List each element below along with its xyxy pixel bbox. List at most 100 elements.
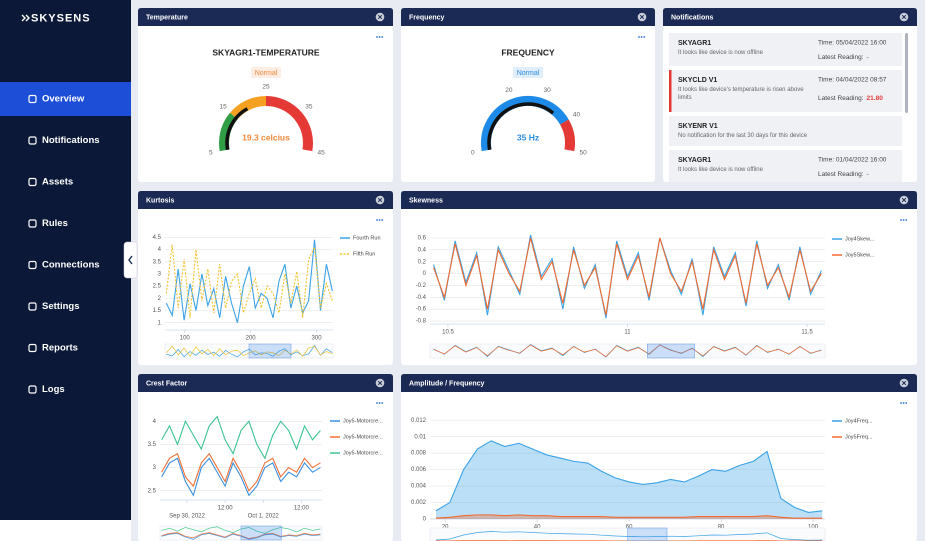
navigator-line [166, 345, 333, 357]
x-tick-label: 11.5 [801, 330, 813, 336]
menu-item[interactable]: Overview [0, 82, 131, 116]
panel-header [138, 191, 393, 209]
menu-active-bg [0, 82, 131, 116]
panel-menu-dot[interactable] [900, 219, 902, 221]
notification-message-box: It looks like device's temperature is ri… [678, 87, 804, 101]
collapse-tab[interactable] [123, 241, 138, 279]
gauge-label: SKYAGR1-TEMPERATURE [212, 47, 320, 57]
panel-menu-dot[interactable] [900, 402, 902, 404]
y-tick-label: 3 [153, 465, 157, 471]
gauge-tick-label: 45 [318, 149, 326, 156]
panel-menu-dot[interactable] [376, 402, 378, 404]
legend-label[interactable]: Joy5Skew... [845, 252, 875, 258]
navigator-line [435, 531, 823, 541]
panel-menu-dot[interactable] [378, 402, 381, 404]
legend-label[interactable]: Joy5Freq... [845, 434, 873, 440]
reading-label: Latest Reading: [818, 54, 864, 61]
menu-icon [28, 177, 37, 187]
legend-label[interactable]: Joy4Freq... [845, 418, 873, 424]
panel-menu-dot[interactable] [905, 219, 908, 221]
menu-label[interactable]: Reports [42, 343, 78, 354]
legend-label[interactable]: Joy5-Motorcre... [343, 418, 383, 424]
panel-title: Temperature [146, 14, 188, 21]
legend-label[interactable]: Joy4Skew... [845, 236, 875, 242]
notification-item[interactable]: SKYENR V1 No notification for the last 30… [669, 116, 902, 152]
navigator-line [433, 344, 822, 358]
menu-item[interactable]: Notifications [28, 135, 100, 146]
panel-menu-dot[interactable] [381, 402, 384, 404]
gauge-tick-label: 15 [219, 104, 227, 111]
navigator-window[interactable] [240, 525, 282, 541]
notification-item[interactable]: SKYCLD V1 It looks like device's temperat… [669, 70, 902, 112]
menu-label[interactable]: Logs [42, 384, 65, 395]
panel-menu-dot[interactable] [902, 219, 905, 221]
menu-label[interactable]: Rules [42, 218, 68, 229]
menu-icon [28, 260, 37, 270]
y-tick-label: 1 [158, 320, 162, 326]
y-tick-label: -0.6 [416, 307, 427, 313]
line [161, 452, 321, 492]
panel-menu-dot[interactable] [378, 36, 381, 38]
gauge-value-arc [487, 102, 555, 151]
gauge-band [219, 112, 238, 152]
panel-menu-dot[interactable] [640, 36, 643, 38]
legend-label[interactable]: Joy5-Motorcre... [343, 450, 383, 456]
gauge-label: FREQUENCY [501, 47, 555, 57]
menu-item[interactable]: Settings [28, 301, 79, 312]
panel-menu-dot[interactable] [376, 219, 378, 221]
gauge-tick-label: 5 [209, 149, 213, 156]
y-tick-label: -0.4 [416, 295, 427, 301]
panel-menu-dot[interactable] [381, 36, 384, 38]
panel-menu-dot[interactable] [638, 36, 640, 38]
panel-header [138, 374, 393, 392]
menu-label[interactable]: Assets [42, 177, 73, 188]
navigator-line [166, 344, 333, 358]
panel-menu-dot[interactable] [381, 219, 384, 221]
collapse-arrow [128, 255, 133, 265]
legend-label[interactable]: Fifth Run [353, 251, 375, 257]
menu-item[interactable]: Assets [28, 177, 73, 188]
y-tick-label: 3.5 [153, 259, 162, 265]
notification-item[interactable]: SKYAGR1 It looks like device is now offli… [669, 150, 902, 186]
panel [138, 8, 393, 182]
menu-label[interactable]: Connections [42, 260, 100, 271]
menu-label[interactable]: Overview [42, 94, 85, 105]
navigator-window[interactable] [627, 527, 668, 541]
gauge-band [265, 96, 313, 152]
reading-label: Latest Reading: [818, 171, 864, 178]
legend-label[interactable]: Fourth Run [353, 235, 381, 241]
menu-item[interactable]: Rules [28, 218, 68, 229]
navigator-window[interactable] [248, 343, 292, 359]
notification-message-box: It looks like device is now offline [678, 50, 763, 56]
menu-label[interactable]: Notifications [42, 135, 100, 146]
menu-item[interactable]: Reports [28, 343, 78, 354]
panel-header [401, 8, 655, 26]
notification-device: SKYAGR1 [678, 157, 711, 164]
close-icon [377, 14, 383, 20]
navigator-window[interactable] [647, 343, 695, 359]
reading-value: 21.80 [867, 95, 884, 102]
panel-menu-dot[interactable] [643, 36, 646, 38]
notification-item[interactable]: SKYAGR1 It looks like device is now offli… [669, 33, 902, 69]
panel-menu-dot[interactable] [905, 402, 908, 404]
scrollbar[interactable] [905, 33, 908, 113]
line [435, 440, 823, 513]
menu-item[interactable]: Connections [28, 260, 100, 271]
x-tick-label: 12:00 [218, 506, 234, 512]
x-tick-label: 60 [626, 525, 633, 531]
legend-label[interactable]: Joy5-Motorcre... [343, 434, 383, 440]
gauge-tick-label: 35 [305, 104, 313, 111]
menu-item[interactable]: Logs [28, 384, 65, 395]
reading-label: Latest Reading: [818, 95, 864, 102]
panel-menu-dot[interactable] [378, 219, 381, 221]
notification-reading: Latest Reading: - [818, 54, 869, 61]
line [165, 239, 333, 323]
panel-menu-dot[interactable] [902, 402, 905, 404]
menu-icon [28, 302, 37, 311]
menu-label[interactable]: Settings [42, 301, 79, 312]
y-tick-label: 0.6 [418, 236, 427, 242]
y-tick-label: 2.5 [148, 488, 157, 494]
gauge-tick-label: 50 [580, 149, 588, 156]
panel-menu-dot[interactable] [376, 36, 378, 38]
